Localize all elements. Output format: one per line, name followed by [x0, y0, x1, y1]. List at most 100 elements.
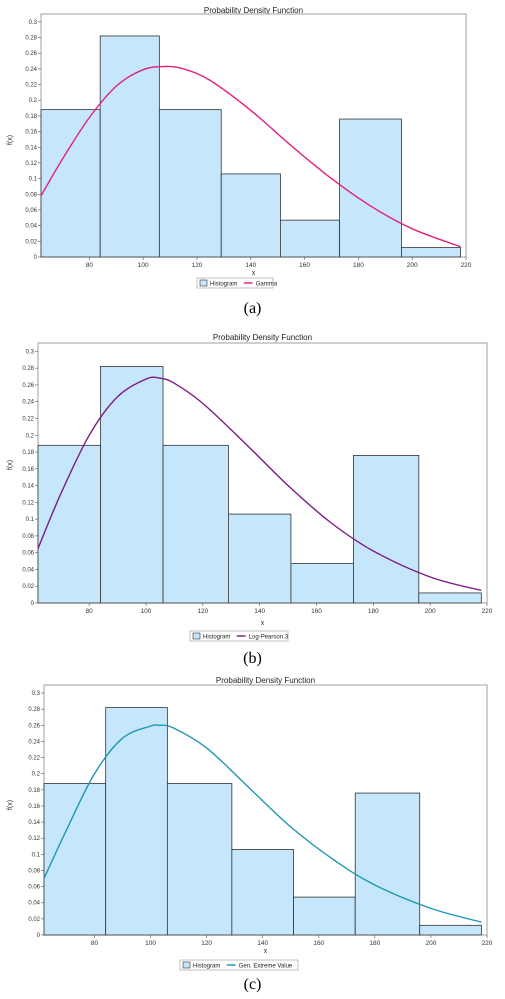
legend-histogram-swatch [182, 961, 191, 969]
y-tick-label: 0.08 [22, 534, 34, 540]
y-tick-label: 0.14 [25, 145, 37, 151]
histogram-bar [231, 849, 294, 936]
histogram-bar [43, 782, 107, 936]
y-tick-label: 0.22 [28, 756, 40, 762]
chart-a: Probability Density Function 0 0.02 0.04 0.0… [7, 6, 472, 289]
histogram-bar [293, 896, 356, 936]
histogram-bar [279, 219, 340, 258]
caption-c: (c) [243, 976, 262, 993]
chart-title: Probability Density Function [213, 333, 312, 342]
x-tick-label: 80 [86, 608, 94, 615]
chart-b: Probability Density Function 0 0.02 0.04 0.0… [7, 333, 493, 642]
histogram-bar [418, 592, 482, 604]
x-tick-label: 200 [425, 608, 436, 615]
legend-histogram-label: Histogram [210, 282, 237, 288]
y-tick-label: 0.04 [25, 224, 37, 230]
y-tick-label: 0.3 [26, 349, 35, 355]
y-tick-label: 0.2 [29, 98, 38, 104]
y-tick-label: 0.22 [25, 83, 37, 89]
x-tick-label: 180 [353, 262, 364, 269]
chart-panel-b: Probability Density Function 0 0.02 0.04 0.0… [0, 325, 505, 670]
y-tick-label: 0.24 [28, 739, 40, 745]
legend-curve-label: Gen. Extreme Value [239, 964, 293, 970]
y-tick-label: 0.08 [25, 192, 37, 198]
x-tick-label: 220 [461, 262, 472, 269]
histogram-bar [354, 792, 421, 936]
x-tick-label: 120 [197, 608, 208, 615]
y-tick-label: 0.14 [28, 820, 40, 826]
histogram-bar [99, 35, 160, 258]
legend: Histogram Gamma [196, 277, 278, 289]
y-tick-label: 0.3 [32, 691, 41, 697]
y-tick-label: 0.26 [25, 51, 37, 57]
y-axis-label: f(x) [7, 800, 14, 810]
y-tick-label: 0.28 [28, 707, 40, 713]
y-tick-label: 0.2 [26, 433, 35, 439]
pdf-curve [40, 65, 461, 248]
x-tick-label: 160 [311, 608, 322, 615]
histogram-bar [401, 247, 462, 258]
y-tick-label: 0.24 [25, 67, 37, 73]
legend-curve-label: Gamma [256, 282, 278, 288]
y-tick-label: 0.16 [22, 467, 34, 473]
histogram-bar [419, 924, 482, 936]
y-tick-label: 0.04 [28, 901, 40, 907]
x-tick-label: 220 [482, 608, 493, 615]
y-tick-label: 0.28 [22, 366, 34, 372]
y-tick-label: 0.26 [28, 723, 40, 729]
histogram-bar [220, 173, 281, 258]
y-axis-label: f(x) [7, 135, 14, 145]
y-tick-label: 0.2 [32, 772, 41, 778]
legend-histogram-swatch [192, 632, 201, 640]
y-tick-label: 0 [37, 933, 41, 939]
legend-histogram-label: Histogram [203, 635, 230, 641]
legend: Histogram Log-Pearson 3 [189, 630, 289, 642]
x-axis-label: x [264, 948, 268, 955]
y-tick-label: 0.12 [28, 836, 40, 842]
x-tick-label: 200 [407, 262, 418, 269]
y-tick-label: 0.12 [25, 161, 37, 167]
chart-panel-a: Probability Density Function 0 0.02 0.04 0.0… [0, 0, 505, 320]
histogram-bar [353, 454, 420, 604]
x-tick-label: 140 [254, 608, 265, 615]
x-tick-label: 120 [192, 262, 203, 269]
y-tick-label: 0.14 [22, 484, 34, 490]
legend-histogram-swatch [199, 279, 208, 287]
histogram-bar [227, 513, 292, 604]
x-tick-label: 100 [138, 262, 149, 269]
y-tick-label: 0.18 [25, 114, 37, 120]
x-tick-label: 140 [245, 262, 256, 269]
x-axis-label: x [261, 620, 265, 627]
histogram-bar [158, 109, 222, 258]
y-tick-label: 0.06 [28, 885, 40, 891]
histogram-bar [339, 118, 402, 258]
pdf-curve [37, 376, 482, 592]
x-axis-label: x [252, 270, 256, 277]
y-tick-label: 0.18 [22, 450, 34, 456]
x-tick-label: 100 [141, 608, 152, 615]
legend: Histogram Gen. Extreme Value [179, 959, 299, 971]
x-tick-label: 160 [299, 262, 310, 269]
x-tick-label: 80 [91, 940, 99, 947]
chart-title: Probability Density Function [216, 676, 315, 685]
y-tick-label: 0.12 [22, 500, 34, 506]
y-tick-label: 0.1 [29, 177, 38, 183]
histogram-bar [162, 444, 229, 604]
caption-a: (a) [243, 300, 262, 317]
y-tick-label: 0 [31, 601, 35, 607]
histogram-bar [105, 707, 168, 936]
histogram-bar [40, 109, 101, 258]
y-tick-label: 0 [34, 255, 38, 261]
chart-panel-c: Probability Density Function 0 0.02 0.04 0.0… [0, 673, 505, 999]
y-tick-label: 0.18 [28, 788, 40, 794]
histogram-bar [166, 782, 233, 936]
legend-box [179, 959, 299, 971]
x-tick-label: 120 [201, 940, 212, 947]
y-axis-label: f(x) [7, 460, 14, 470]
x-tick-label: 200 [425, 940, 436, 947]
x-tick-label: 160 [313, 940, 324, 947]
y-tick-label: 0.02 [28, 917, 40, 923]
y-tick-label: 0.06 [25, 208, 37, 214]
legend-curve-label: Log-Pearson 3 [249, 635, 289, 641]
y-tick-label: 0.24 [22, 400, 34, 406]
